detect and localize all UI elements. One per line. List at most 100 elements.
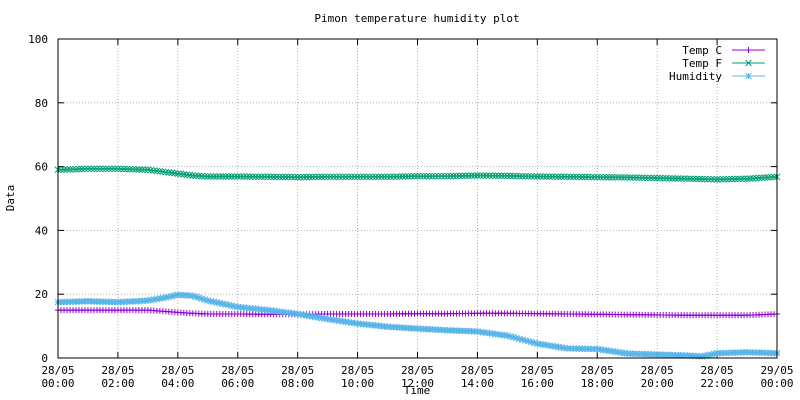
data-point-temp-f: [620, 174, 628, 181]
data-point-temp-f: [378, 173, 385, 181]
x-tick-time-label: 06:00: [221, 377, 254, 390]
data-point-temp-f: [692, 175, 700, 183]
data-point-temp-f: [72, 165, 80, 173]
data-point-temp-f: [566, 173, 574, 181]
data-point-temp-f: [372, 173, 379, 181]
data-point-temp-f: [587, 173, 595, 181]
data-point-temp-f: [489, 172, 496, 180]
data-point-temp-f: [668, 175, 676, 182]
data-point-temp-f: [360, 173, 367, 181]
data-point-temp-f: [656, 174, 664, 182]
data-point-temp-f: [327, 173, 334, 181]
data-point-temp-f: [324, 173, 331, 181]
data-point-temp-f: [222, 173, 230, 180]
data-point-temp-f: [746, 175, 754, 182]
data-point-temp-f: [249, 173, 257, 181]
data-point-temp-f: [659, 174, 667, 182]
data-point-temp-f: [255, 173, 263, 181]
data-point-temp-f: [348, 173, 355, 181]
data-point-temp-f: [207, 173, 215, 180]
y-tick-label: 60: [35, 161, 48, 174]
data-point-temp-f: [114, 165, 122, 173]
data-point-temp-f: [123, 165, 131, 173]
data-point-temp-f: [225, 173, 233, 180]
data-point-temp-f: [132, 166, 140, 173]
data-point-temp-f: [504, 172, 511, 180]
data-point-temp-f: [399, 173, 406, 180]
data-point-temp-f: [578, 173, 586, 181]
data-point-temp-f: [465, 172, 472, 180]
data-point-temp-f: [480, 172, 487, 179]
data-point-temp-f: [201, 172, 209, 180]
data-point-temp-f: [647, 174, 655, 182]
data-point-temp-f: [689, 175, 697, 183]
data-point-temp-f: [530, 173, 538, 180]
data-point-temp-f: [758, 174, 766, 182]
data-point-temp-f: [135, 166, 143, 173]
data-point-temp-f: [87, 165, 95, 173]
x-tick-time-label: 18:00: [581, 377, 614, 390]
data-point-temp-f: [66, 166, 74, 173]
data-point-temp-f: [501, 172, 508, 180]
y-axis-label: Data: [4, 185, 17, 212]
x-tick-date-label: 28/05: [161, 364, 194, 377]
data-point-temp-f: [291, 173, 299, 181]
data-point-temp-f: [707, 175, 715, 183]
data-point-temp-f: [351, 173, 358, 181]
data-point-temp-f: [527, 173, 535, 180]
x-tick-time-label: 14:00: [461, 377, 494, 390]
data-point-temp-f: [671, 175, 679, 182]
data-point-temp-f: [390, 173, 397, 181]
data-point-temp-f: [731, 175, 739, 183]
data-point-temp-f: [719, 175, 727, 183]
data-point-temp-f: [96, 165, 104, 173]
data-point-temp-f: [78, 165, 86, 173]
data-point-temp-f: [677, 175, 685, 182]
data-point-temp-f: [381, 173, 388, 181]
data-point-temp-f: [498, 172, 505, 180]
data-point-temp-f: [710, 175, 718, 183]
data-point-temp-f: [737, 175, 745, 183]
data-point-temp-f: [369, 173, 376, 181]
data-point-temp-f: [396, 173, 403, 180]
data-point-temp-f: [297, 173, 305, 181]
data-point-temp-f: [231, 173, 239, 180]
data-point-temp-f: [542, 173, 550, 180]
data-point-temp-f: [716, 175, 724, 183]
x-tick-time-label: 00:00: [760, 377, 793, 390]
data-point-temp-f: [81, 165, 89, 173]
data-point-temp-f: [483, 172, 490, 179]
data-point-temp-f: [749, 174, 757, 182]
data-point-temp-f: [722, 175, 730, 183]
data-point-temp-f: [492, 172, 499, 180]
data-point-temp-f: [429, 172, 436, 180]
data-point-temp-f: [285, 173, 293, 181]
data-point-temp-f: [752, 174, 760, 182]
data-point-temp-f: [611, 173, 619, 181]
data-point-temp-f: [246, 173, 254, 180]
data-point-temp-f: [614, 173, 622, 181]
data-point-temp-f: [216, 173, 224, 180]
series-temp-f: [54, 165, 781, 183]
data-point-temp-f: [366, 173, 373, 181]
data-point-temp-f: [686, 175, 694, 183]
data-point-temp-f: [357, 173, 364, 181]
data-point-temp-f: [486, 172, 493, 180]
data-point-temp-f: [632, 174, 640, 181]
data-point-temp-f: [384, 173, 391, 181]
data-point-temp-f: [309, 173, 316, 181]
data-point-temp-f: [539, 173, 547, 180]
data-point-temp-f: [273, 173, 281, 181]
data-point-temp-f: [414, 172, 421, 180]
data-point-temp-f: [252, 173, 260, 181]
data-point-temp-f: [411, 172, 418, 180]
data-point-temp-f: [426, 172, 433, 180]
data-point-temp-f: [510, 172, 517, 180]
y-tick-label: 20: [35, 288, 48, 301]
grid: [58, 39, 777, 358]
data-point-temp-f: [84, 165, 92, 173]
data-point-temp-f: [276, 173, 284, 181]
